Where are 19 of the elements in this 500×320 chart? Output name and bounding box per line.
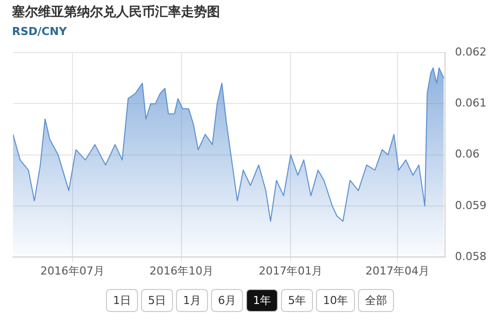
x-tick-label: 2017年01月 bbox=[258, 264, 323, 278]
range-button[interactable]: 1年 bbox=[246, 289, 278, 312]
range-button[interactable]: 5年 bbox=[281, 289, 313, 312]
y-tick-label: 0.059 bbox=[455, 198, 486, 212]
y-tick-label: 0.061 bbox=[455, 96, 486, 110]
range-button[interactable]: 1日 bbox=[106, 289, 138, 312]
y-tick-label: 0.058 bbox=[455, 250, 486, 263]
x-tick-label: 2016年10月 bbox=[150, 264, 214, 278]
range-button[interactable]: 1月 bbox=[176, 289, 208, 312]
x-tick-label: 2017年04月 bbox=[366, 264, 430, 278]
range-button[interactable]: 10年 bbox=[316, 289, 355, 312]
x-tick-label: 2016年07月 bbox=[40, 264, 104, 278]
chart-subtitle: RSD/CNY bbox=[12, 25, 67, 38]
range-button[interactable]: 5日 bbox=[141, 289, 173, 312]
range-button[interactable]: 6月 bbox=[211, 289, 243, 312]
range-button[interactable]: 全部 bbox=[358, 289, 394, 312]
y-tick-label: 0.06 bbox=[455, 148, 480, 161]
chart-title: 塞尔维亚第纳尔兑人民币汇率走势图 bbox=[12, 4, 220, 21]
y-tick-label: 0.062 bbox=[455, 45, 486, 58]
